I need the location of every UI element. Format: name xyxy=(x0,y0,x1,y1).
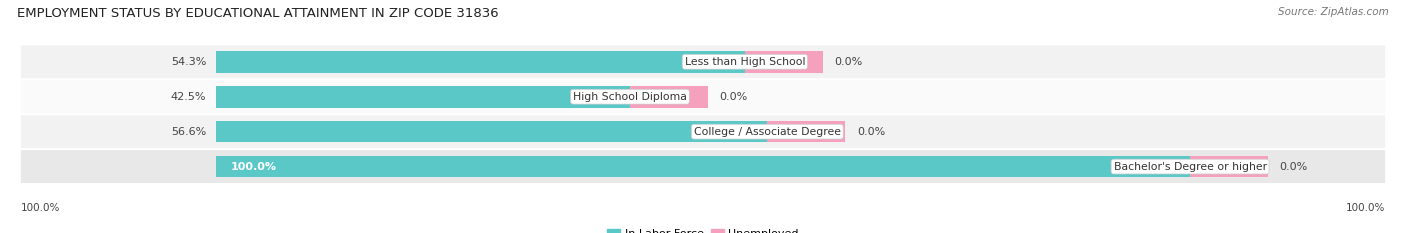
Legend: In Labor Force, Unemployed: In Labor Force, Unemployed xyxy=(603,225,803,233)
Text: 0.0%: 0.0% xyxy=(1279,162,1308,171)
Bar xyxy=(217,121,768,142)
Text: 0.0%: 0.0% xyxy=(720,92,748,102)
FancyBboxPatch shape xyxy=(21,45,1385,78)
Text: 54.3%: 54.3% xyxy=(170,57,207,67)
Bar xyxy=(630,86,707,108)
Text: Source: ZipAtlas.com: Source: ZipAtlas.com xyxy=(1278,7,1389,17)
Bar xyxy=(217,86,630,108)
Bar xyxy=(217,51,745,73)
Text: Bachelor's Degree or higher: Bachelor's Degree or higher xyxy=(1114,162,1267,171)
Text: 100.0%: 100.0% xyxy=(21,203,60,213)
FancyBboxPatch shape xyxy=(21,115,1385,148)
Text: EMPLOYMENT STATUS BY EDUCATIONAL ATTAINMENT IN ZIP CODE 31836: EMPLOYMENT STATUS BY EDUCATIONAL ATTAINM… xyxy=(17,7,499,20)
Text: 0.0%: 0.0% xyxy=(856,127,886,137)
Text: 56.6%: 56.6% xyxy=(172,127,207,137)
Text: College / Associate Degree: College / Associate Degree xyxy=(693,127,841,137)
Bar xyxy=(768,121,845,142)
Text: 100.0%: 100.0% xyxy=(231,162,277,171)
Text: 100.0%: 100.0% xyxy=(1346,203,1385,213)
Text: High School Diploma: High School Diploma xyxy=(574,92,688,102)
Bar xyxy=(217,156,1189,178)
Text: Less than High School: Less than High School xyxy=(685,57,806,67)
Text: 42.5%: 42.5% xyxy=(170,92,207,102)
FancyBboxPatch shape xyxy=(21,80,1385,113)
FancyBboxPatch shape xyxy=(21,150,1385,183)
Text: 0.0%: 0.0% xyxy=(835,57,863,67)
Bar xyxy=(1189,156,1268,178)
Bar xyxy=(745,51,823,73)
